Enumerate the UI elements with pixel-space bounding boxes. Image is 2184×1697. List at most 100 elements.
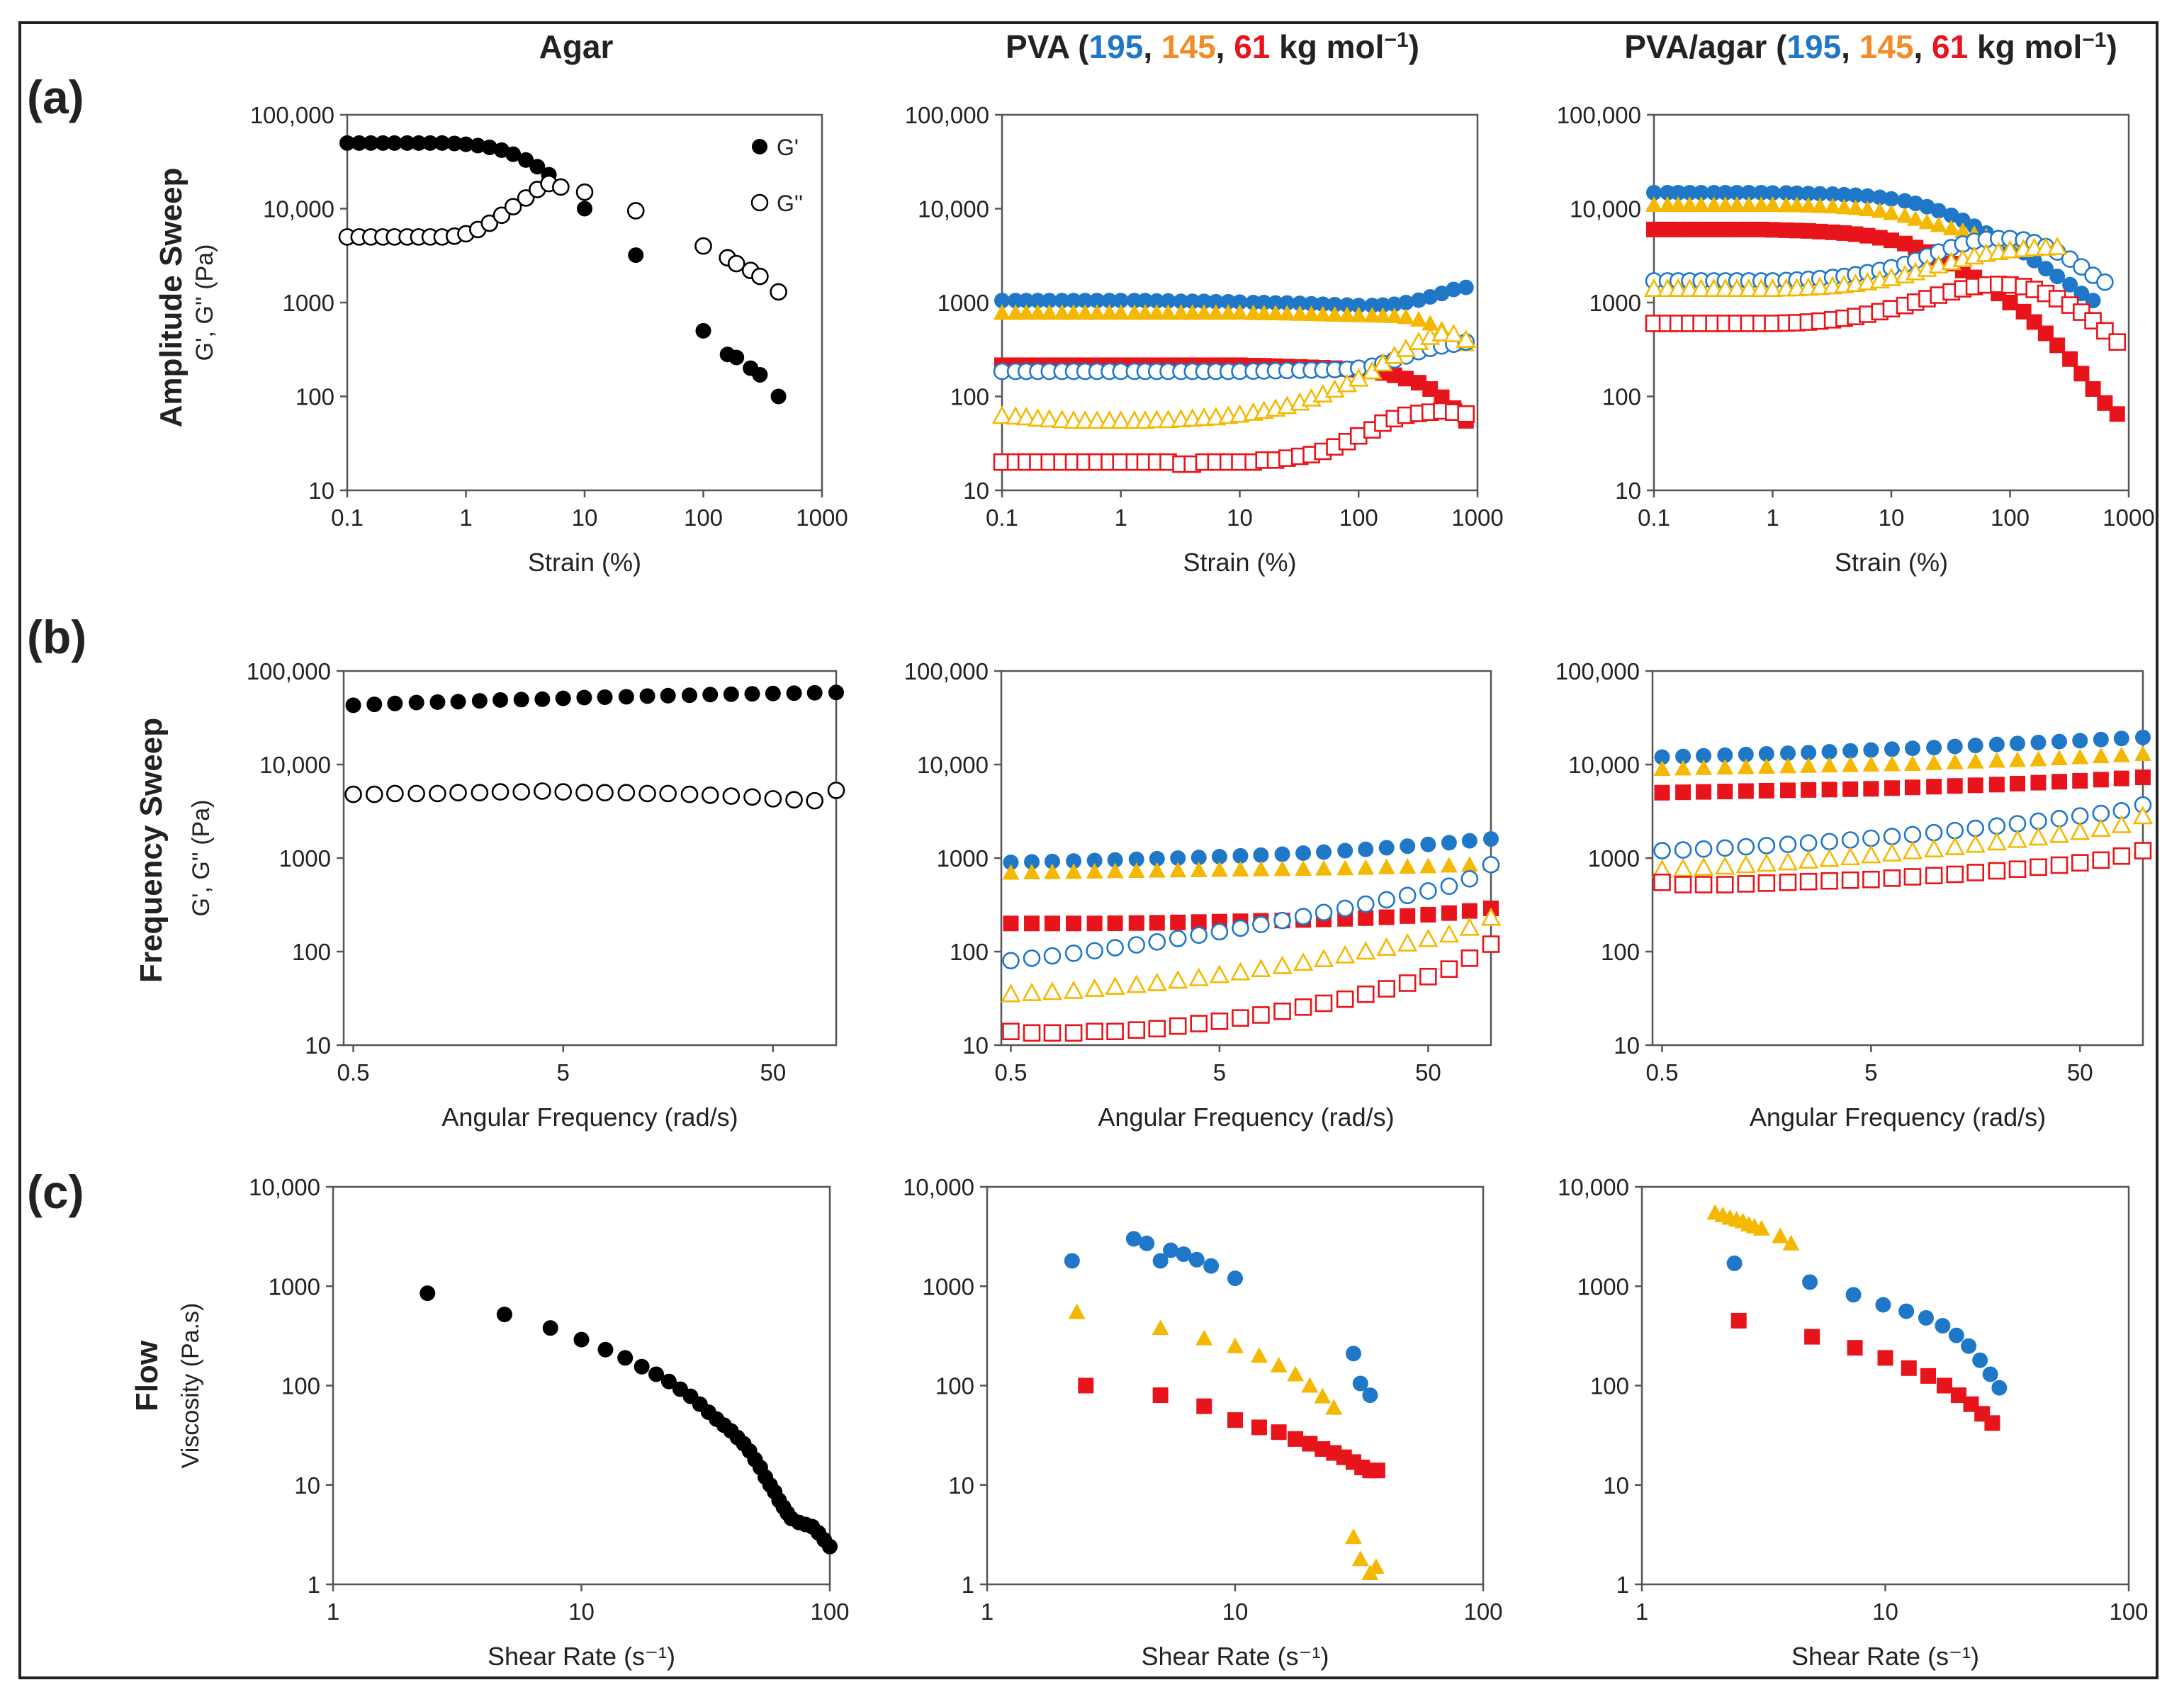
data-point — [492, 206, 511, 225]
data-point — [1441, 905, 1457, 921]
data-point — [1847, 226, 1864, 242]
data-point — [1800, 186, 1816, 202]
data-point — [2071, 748, 2089, 765]
data-point — [1674, 876, 1692, 893]
data-point — [1966, 864, 1985, 881]
data-point — [1800, 757, 1818, 773]
data-point — [1694, 840, 1713, 858]
data-point — [1314, 305, 1332, 322]
data-point — [786, 685, 802, 701]
title-text: Agar — [539, 28, 614, 65]
data-point — [534, 782, 551, 800]
data-point — [1896, 207, 1914, 223]
data-point — [752, 366, 768, 383]
data-point — [1170, 914, 1186, 930]
data-point — [1041, 293, 1057, 309]
chart-c2: 1 10 100 1000 10,000 1 10 100 Shear Rate (s⁻¹) — [903, 1174, 1502, 1671]
series — [991, 322, 1476, 429]
data-point — [1457, 405, 1475, 423]
data-point — [1315, 903, 1333, 922]
data-point — [1024, 854, 1040, 870]
data-point — [626, 202, 645, 220]
data-point — [1459, 917, 1480, 936]
data-point — [1918, 1309, 1934, 1326]
data-point — [2037, 261, 2054, 277]
data-point — [1988, 777, 2005, 793]
x-tick-label: 100 — [810, 1599, 849, 1625]
data-point — [639, 688, 655, 704]
series — [1652, 806, 2154, 878]
data-point — [1991, 1380, 2008, 1396]
data-point — [1158, 410, 1178, 429]
data-point — [1044, 853, 1060, 869]
data-point — [1195, 304, 1213, 320]
data-point — [727, 254, 745, 273]
title-part: 145 — [1859, 28, 1914, 65]
data-point — [1367, 1558, 1385, 1574]
data-point — [1250, 1347, 1268, 1363]
data-point — [1835, 198, 1853, 215]
title-text: PVA/agar ( — [1624, 28, 1787, 65]
data-point — [2096, 273, 2114, 291]
y-tick-label: 10,000 — [1570, 196, 1641, 222]
x-tick-label: 10 — [572, 504, 598, 531]
data-point — [1147, 972, 1167, 991]
data-point — [552, 178, 570, 196]
data-point — [660, 687, 676, 704]
data-point — [2071, 807, 2089, 825]
data-point — [1706, 184, 1722, 201]
y-tick-label: 1000 — [938, 290, 989, 316]
data-point — [1758, 745, 1774, 762]
data-point — [1946, 753, 1964, 769]
data-point — [751, 267, 769, 286]
data-point — [534, 691, 551, 707]
data-point — [648, 1366, 665, 1382]
data-point — [1717, 784, 1733, 800]
x-tick-label: 5 — [1864, 1059, 1877, 1086]
data-point — [1337, 842, 1353, 859]
x-axis-label: Strain (%) — [1835, 548, 1948, 577]
data-point — [806, 684, 823, 701]
y-tick-label: 10,000 — [249, 1174, 320, 1200]
data-point — [770, 388, 787, 405]
data-point — [1336, 859, 1354, 876]
data-point — [1003, 915, 1019, 932]
x-tick-label: 1 — [1115, 504, 1127, 531]
data-point — [1273, 911, 1291, 930]
data-point — [1757, 757, 1775, 774]
data-point — [1777, 852, 1799, 871]
data-point — [1675, 748, 1692, 765]
data-point — [1160, 293, 1176, 309]
data-point — [2097, 395, 2113, 411]
y-tick-label: 1000 — [269, 1273, 320, 1299]
data-point — [1717, 747, 1733, 763]
y-tick-label: 1 — [962, 1572, 974, 1598]
data-point — [1245, 295, 1261, 310]
data-point — [1190, 926, 1208, 945]
data-point — [2000, 239, 2020, 259]
data-point — [1400, 838, 1416, 855]
data-point — [1884, 191, 1899, 207]
series — [1653, 745, 2151, 777]
data-point — [1169, 1017, 1187, 1035]
y-tick-label: 100 — [292, 939, 331, 965]
series — [1064, 1231, 1378, 1404]
data-point — [512, 783, 530, 801]
data-point — [408, 694, 424, 711]
series — [338, 174, 787, 301]
data-point — [1967, 777, 1983, 794]
title-part: , — [1913, 28, 1932, 65]
series — [1002, 856, 1500, 970]
data-point — [1434, 389, 1450, 405]
series — [1654, 769, 2151, 801]
data-point — [1176, 1246, 1192, 1263]
data-point — [1315, 994, 1333, 1013]
x-tick-label: 0.5 — [1646, 1059, 1679, 1086]
y-tick-label: 10 — [1614, 1032, 1640, 1059]
data-point — [339, 135, 355, 151]
x-tick-label: 10 — [1879, 504, 1905, 531]
data-point — [1883, 828, 1901, 845]
data-point — [659, 784, 677, 803]
data-point — [1148, 1020, 1166, 1038]
data-point — [1871, 202, 1889, 218]
